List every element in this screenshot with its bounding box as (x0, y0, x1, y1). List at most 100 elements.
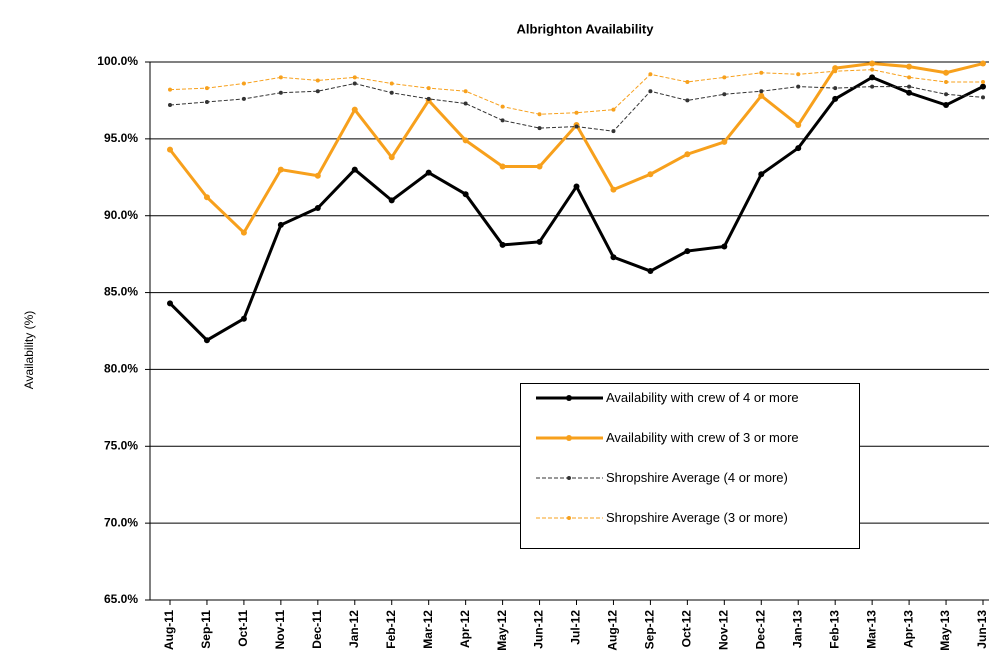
x-tick-label: Jul-12 (569, 610, 583, 645)
data-point (277, 166, 284, 173)
data-point (685, 79, 690, 84)
x-tick-label: Aug-12 (606, 610, 620, 651)
data-point (352, 75, 357, 80)
data-point (869, 74, 876, 81)
data-point (499, 163, 506, 170)
series-line (169, 69, 983, 115)
data-point (388, 197, 395, 204)
y-tick-label: 75.0% (104, 438, 138, 452)
data-point (240, 229, 247, 236)
data-point (611, 129, 616, 134)
x-tick-label: Oct-11 (236, 610, 250, 647)
x-tick-label: May-13 (938, 610, 952, 651)
data-point (980, 60, 986, 67)
data-point (204, 99, 209, 104)
data-point (721, 243, 728, 250)
data-point (351, 106, 358, 113)
data-point (536, 163, 543, 170)
y-axis-label: Availability (%) (22, 311, 36, 389)
y-tick-label: 70.0% (104, 515, 138, 529)
data-point (462, 191, 469, 198)
data-point (870, 67, 875, 72)
data-point (499, 241, 506, 248)
data-point (832, 95, 839, 102)
x-tick-label: Oct-12 (680, 610, 694, 648)
data-point (241, 81, 246, 86)
legend-swatch (536, 476, 603, 480)
data-point (389, 81, 394, 86)
x-tick-label: Dec-12 (753, 610, 767, 650)
data-point (833, 69, 838, 74)
x-tick-label: Apr-12 (458, 610, 472, 648)
data-point (648, 72, 653, 77)
x-tick-label: Feb-13 (827, 610, 841, 649)
data-point (500, 104, 505, 109)
data-point (574, 110, 579, 115)
data-point (315, 89, 320, 94)
x-tick-label: Jun-12 (532, 610, 546, 649)
data-point (833, 86, 838, 91)
data-point (981, 95, 985, 100)
x-tick-label: Jan-13 (790, 610, 804, 648)
data-point (314, 172, 321, 179)
legend-swatch (536, 435, 603, 441)
data-point (907, 75, 912, 80)
data-point (721, 138, 728, 145)
x-tick-label: Feb-12 (384, 610, 398, 649)
data-point (240, 315, 247, 322)
data-point (426, 96, 431, 101)
data-point (943, 102, 950, 109)
data-point (832, 65, 839, 72)
data-point (722, 92, 727, 97)
data-point (611, 107, 616, 112)
legend-item: Availability with crew of 3 or more (521, 430, 859, 470)
data-point (980, 83, 986, 90)
y-tick-label: 65.0% (104, 592, 138, 606)
x-tick-label: Jun-13 (975, 610, 989, 649)
data-point (759, 70, 764, 75)
data-point (278, 75, 283, 80)
data-point (758, 92, 765, 99)
data-point (943, 69, 950, 76)
data-point (500, 118, 505, 123)
data-point (610, 186, 617, 193)
y-tick-label: 95.0% (104, 131, 138, 145)
data-point (796, 84, 801, 89)
data-point (241, 96, 246, 101)
data-point (906, 63, 913, 70)
x-tick-label: Sep-11 (199, 610, 213, 649)
data-point (869, 60, 876, 67)
data-point (167, 146, 173, 153)
data-point (796, 72, 801, 77)
data-point (537, 112, 542, 117)
data-point (647, 171, 654, 178)
data-point (981, 79, 985, 84)
data-point (684, 151, 691, 158)
legend-item: Shropshire Average (3 or more) (521, 510, 859, 550)
data-point (203, 337, 210, 344)
y-tick-label: 80.0% (104, 362, 138, 376)
data-point (685, 98, 690, 103)
data-point (352, 81, 357, 86)
data-point (907, 84, 912, 89)
legend-marker (566, 435, 572, 441)
data-point (795, 145, 802, 152)
data-point (463, 89, 468, 94)
data-point (648, 89, 653, 94)
data-point (573, 183, 580, 190)
x-tick-label: Apr-13 (901, 610, 915, 648)
data-point (758, 171, 765, 178)
data-point (574, 124, 579, 129)
data-point (204, 86, 209, 91)
y-tick-label: 85.0% (104, 285, 138, 299)
legend-label: Availability with crew of 4 or more (606, 390, 799, 405)
data-point (351, 166, 358, 173)
x-tick-label: Aug-11 (162, 610, 176, 650)
x-tick-label: May-12 (495, 610, 509, 651)
data-point (278, 90, 283, 95)
x-tick-label: Dec-11 (310, 610, 324, 649)
chart-title: Albrighton Availability (517, 21, 655, 36)
legend-item: Shropshire Average (4 or more) (521, 470, 859, 510)
